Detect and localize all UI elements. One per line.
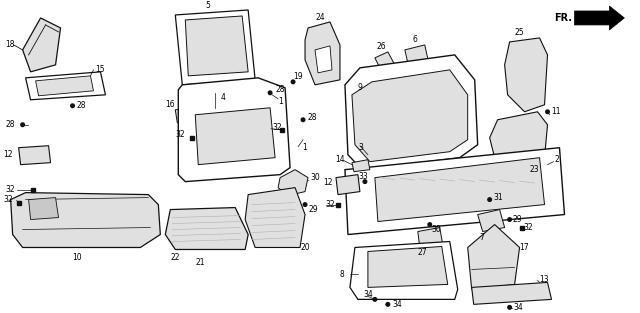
Circle shape — [508, 305, 511, 309]
Text: 20: 20 — [300, 243, 310, 252]
Circle shape — [303, 203, 307, 206]
Text: 34: 34 — [513, 303, 524, 312]
Polygon shape — [11, 192, 161, 248]
Polygon shape — [175, 108, 197, 123]
Text: 11: 11 — [552, 107, 561, 116]
Polygon shape — [345, 55, 477, 170]
Polygon shape — [278, 170, 308, 196]
Text: 28: 28 — [307, 113, 317, 122]
Polygon shape — [22, 18, 61, 72]
Polygon shape — [468, 224, 520, 290]
Text: 12: 12 — [4, 150, 13, 159]
Text: 18: 18 — [6, 40, 15, 49]
Text: 14: 14 — [335, 155, 344, 164]
Text: 29: 29 — [308, 205, 317, 214]
Circle shape — [428, 223, 431, 226]
Polygon shape — [352, 160, 370, 172]
Polygon shape — [186, 16, 248, 76]
Polygon shape — [418, 228, 443, 248]
Text: 6: 6 — [413, 35, 418, 44]
Circle shape — [386, 303, 390, 306]
Circle shape — [21, 123, 24, 126]
Text: 17: 17 — [520, 243, 529, 252]
Polygon shape — [179, 78, 290, 182]
Text: 31: 31 — [493, 193, 503, 202]
Text: 9: 9 — [358, 83, 363, 92]
Circle shape — [291, 80, 295, 84]
Text: 19: 19 — [293, 72, 303, 81]
Polygon shape — [490, 112, 548, 165]
Circle shape — [546, 110, 549, 114]
Polygon shape — [352, 70, 468, 162]
Polygon shape — [375, 52, 395, 72]
Text: 7: 7 — [479, 233, 484, 242]
Circle shape — [488, 198, 492, 201]
Circle shape — [301, 118, 305, 121]
Polygon shape — [245, 187, 305, 248]
Text: 23: 23 — [529, 165, 539, 174]
Text: 16: 16 — [165, 100, 175, 109]
Polygon shape — [175, 10, 255, 85]
Polygon shape — [26, 72, 106, 100]
Text: 28: 28 — [6, 120, 15, 129]
Text: 26: 26 — [377, 42, 387, 51]
Text: FR.: FR. — [554, 13, 573, 23]
Polygon shape — [195, 108, 275, 165]
Text: 32: 32 — [524, 223, 533, 232]
Text: 5: 5 — [205, 2, 210, 11]
Text: 27: 27 — [418, 248, 428, 257]
Polygon shape — [305, 22, 340, 85]
Text: 10: 10 — [72, 253, 82, 262]
Polygon shape — [350, 242, 458, 299]
Polygon shape — [405, 45, 430, 72]
Text: 32: 32 — [4, 195, 13, 204]
Text: 15: 15 — [95, 65, 105, 74]
Text: 13: 13 — [540, 275, 549, 284]
Circle shape — [268, 91, 272, 95]
Text: 32: 32 — [272, 123, 282, 132]
Text: 8: 8 — [340, 270, 345, 279]
Text: 1: 1 — [302, 143, 307, 152]
Circle shape — [373, 298, 377, 301]
Polygon shape — [472, 282, 552, 304]
Circle shape — [70, 104, 74, 108]
Polygon shape — [165, 208, 248, 249]
Polygon shape — [36, 76, 93, 96]
Text: 24: 24 — [315, 13, 324, 23]
Text: 32: 32 — [175, 130, 185, 139]
Polygon shape — [336, 175, 360, 195]
Text: 2: 2 — [554, 155, 559, 164]
Polygon shape — [575, 6, 625, 30]
Text: 28: 28 — [275, 85, 285, 94]
Polygon shape — [477, 210, 504, 232]
Text: 21: 21 — [195, 258, 205, 267]
Text: 28: 28 — [77, 101, 86, 110]
Text: 32: 32 — [6, 185, 15, 194]
Text: 3: 3 — [358, 143, 363, 152]
Polygon shape — [19, 146, 51, 165]
Polygon shape — [375, 158, 545, 222]
Circle shape — [508, 218, 511, 221]
Polygon shape — [315, 46, 332, 73]
Text: 25: 25 — [515, 28, 524, 38]
Text: 34: 34 — [363, 290, 372, 299]
Circle shape — [363, 180, 367, 183]
Text: 32: 32 — [325, 200, 335, 209]
Polygon shape — [29, 198, 58, 219]
Text: 1: 1 — [278, 97, 283, 106]
Polygon shape — [504, 38, 548, 112]
Text: 12: 12 — [323, 178, 333, 187]
Polygon shape — [368, 246, 448, 287]
Polygon shape — [345, 148, 564, 234]
Text: 30: 30 — [310, 173, 320, 182]
Text: 29: 29 — [513, 215, 522, 224]
Text: 30: 30 — [432, 225, 442, 234]
Text: 22: 22 — [170, 253, 180, 262]
Text: 34: 34 — [393, 300, 403, 309]
Text: 33: 33 — [358, 172, 367, 181]
Text: 4: 4 — [220, 93, 225, 102]
